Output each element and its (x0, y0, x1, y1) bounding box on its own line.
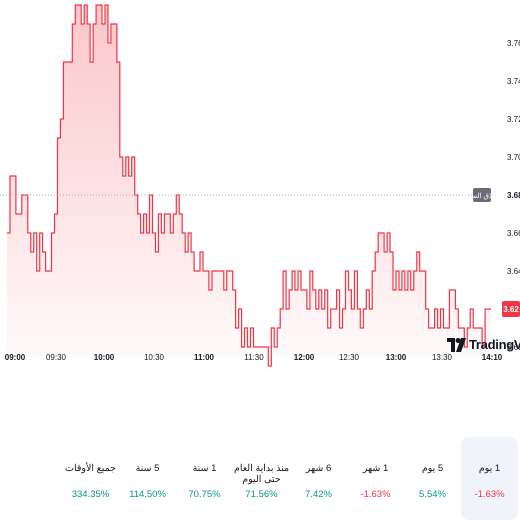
x-tick-label: 10:00 (94, 353, 115, 362)
tradingview-wordmark: TradingView (469, 337, 520, 352)
performance-period-label: جميع الأوقات (65, 463, 116, 474)
y-tick-label: 3.64 (507, 267, 520, 276)
tradingview-icon (447, 337, 466, 352)
y-tick-label: 3.66 (507, 229, 520, 238)
previous-close-label-bg (473, 188, 491, 202)
performance-periods: 1 يوم -1.63% 5 يوم 5.54% 1 شهر -1.63% 6 شهر 7.4… (0, 437, 520, 520)
performance-period-value: -1.63% (360, 489, 391, 500)
x-tick-label: 13:30 (432, 353, 453, 362)
last-price-badge (502, 301, 520, 317)
performance-period-value: 7.42% (305, 489, 332, 500)
y-tick-label: 3.60 (507, 343, 520, 352)
performance-period[interactable]: 6 شهر 7.42% (290, 437, 347, 520)
performance-period[interactable]: 1 يوم -1.63% (461, 437, 518, 520)
x-tick-label: 11:00 (194, 353, 215, 362)
x-tick-label: 13:00 (386, 353, 407, 362)
x-tick-label: 10:30 (144, 353, 165, 362)
performance-period-value: 334.35% (71, 489, 110, 500)
y-tick-label: 3.74 (507, 77, 520, 86)
performance-period-label: منذ بداية العام حتى اليوم (233, 463, 290, 485)
performance-period[interactable]: 5 يوم 5.54% (404, 437, 461, 520)
price-chart[interactable]: الإغلاق السابق 3.68 3.76 3.74 3.72 3.70 3.66 3… (0, 0, 520, 380)
previous-close-label: الإغلاق السابق (461, 192, 502, 200)
performance-period[interactable]: جميع الأوقات 334.35% (62, 437, 119, 520)
performance-period-label: 1 يوم (478, 463, 501, 474)
price-area (7, 5, 491, 366)
performance-period-label: 1 شهر (362, 463, 389, 474)
x-tick-label: 09:30 (46, 353, 67, 362)
performance-period-value: 114.50% (129, 489, 166, 500)
y-tick-label: 3.76 (507, 39, 520, 48)
performance-period-label: 5 يوم (421, 463, 444, 474)
performance-period-value: 70.75% (188, 489, 221, 500)
x-tick-label: 11:30 (244, 353, 264, 362)
performance-period-value: 5.54% (419, 489, 446, 500)
performance-period-label: 5 سنة (135, 463, 160, 474)
performance-period-label: 1 سنة (192, 463, 217, 474)
performance-period-value: -1.63% (474, 489, 505, 500)
y-tick-label: 3.70 (507, 153, 520, 162)
performance-period-value: 71.56% (245, 489, 278, 500)
performance-period[interactable]: منذ بداية العام حتى اليوم 71.56% (233, 437, 290, 520)
x-tick-label: 12:00 (294, 353, 315, 362)
tradingview-logo: TradingView (447, 337, 520, 352)
performance-period[interactable]: 1 شهر -1.63% (347, 437, 404, 520)
performance-period[interactable]: 1 سنة 70.75% (176, 437, 233, 520)
performance-period[interactable]: 5 سنة 114.50% (119, 437, 176, 520)
x-tick-label: 12:30 (339, 353, 360, 362)
x-tick-label: 09:00 (5, 353, 26, 362)
x-tick-label: 14:10 (482, 353, 503, 362)
y-tick-label: 3.72 (507, 115, 520, 124)
performance-period-label: 6 شهر (305, 463, 332, 474)
price-line (7, 4, 491, 367)
last-price-value: 3.62 (503, 305, 519, 314)
previous-close-value: 3.68 (507, 191, 520, 200)
